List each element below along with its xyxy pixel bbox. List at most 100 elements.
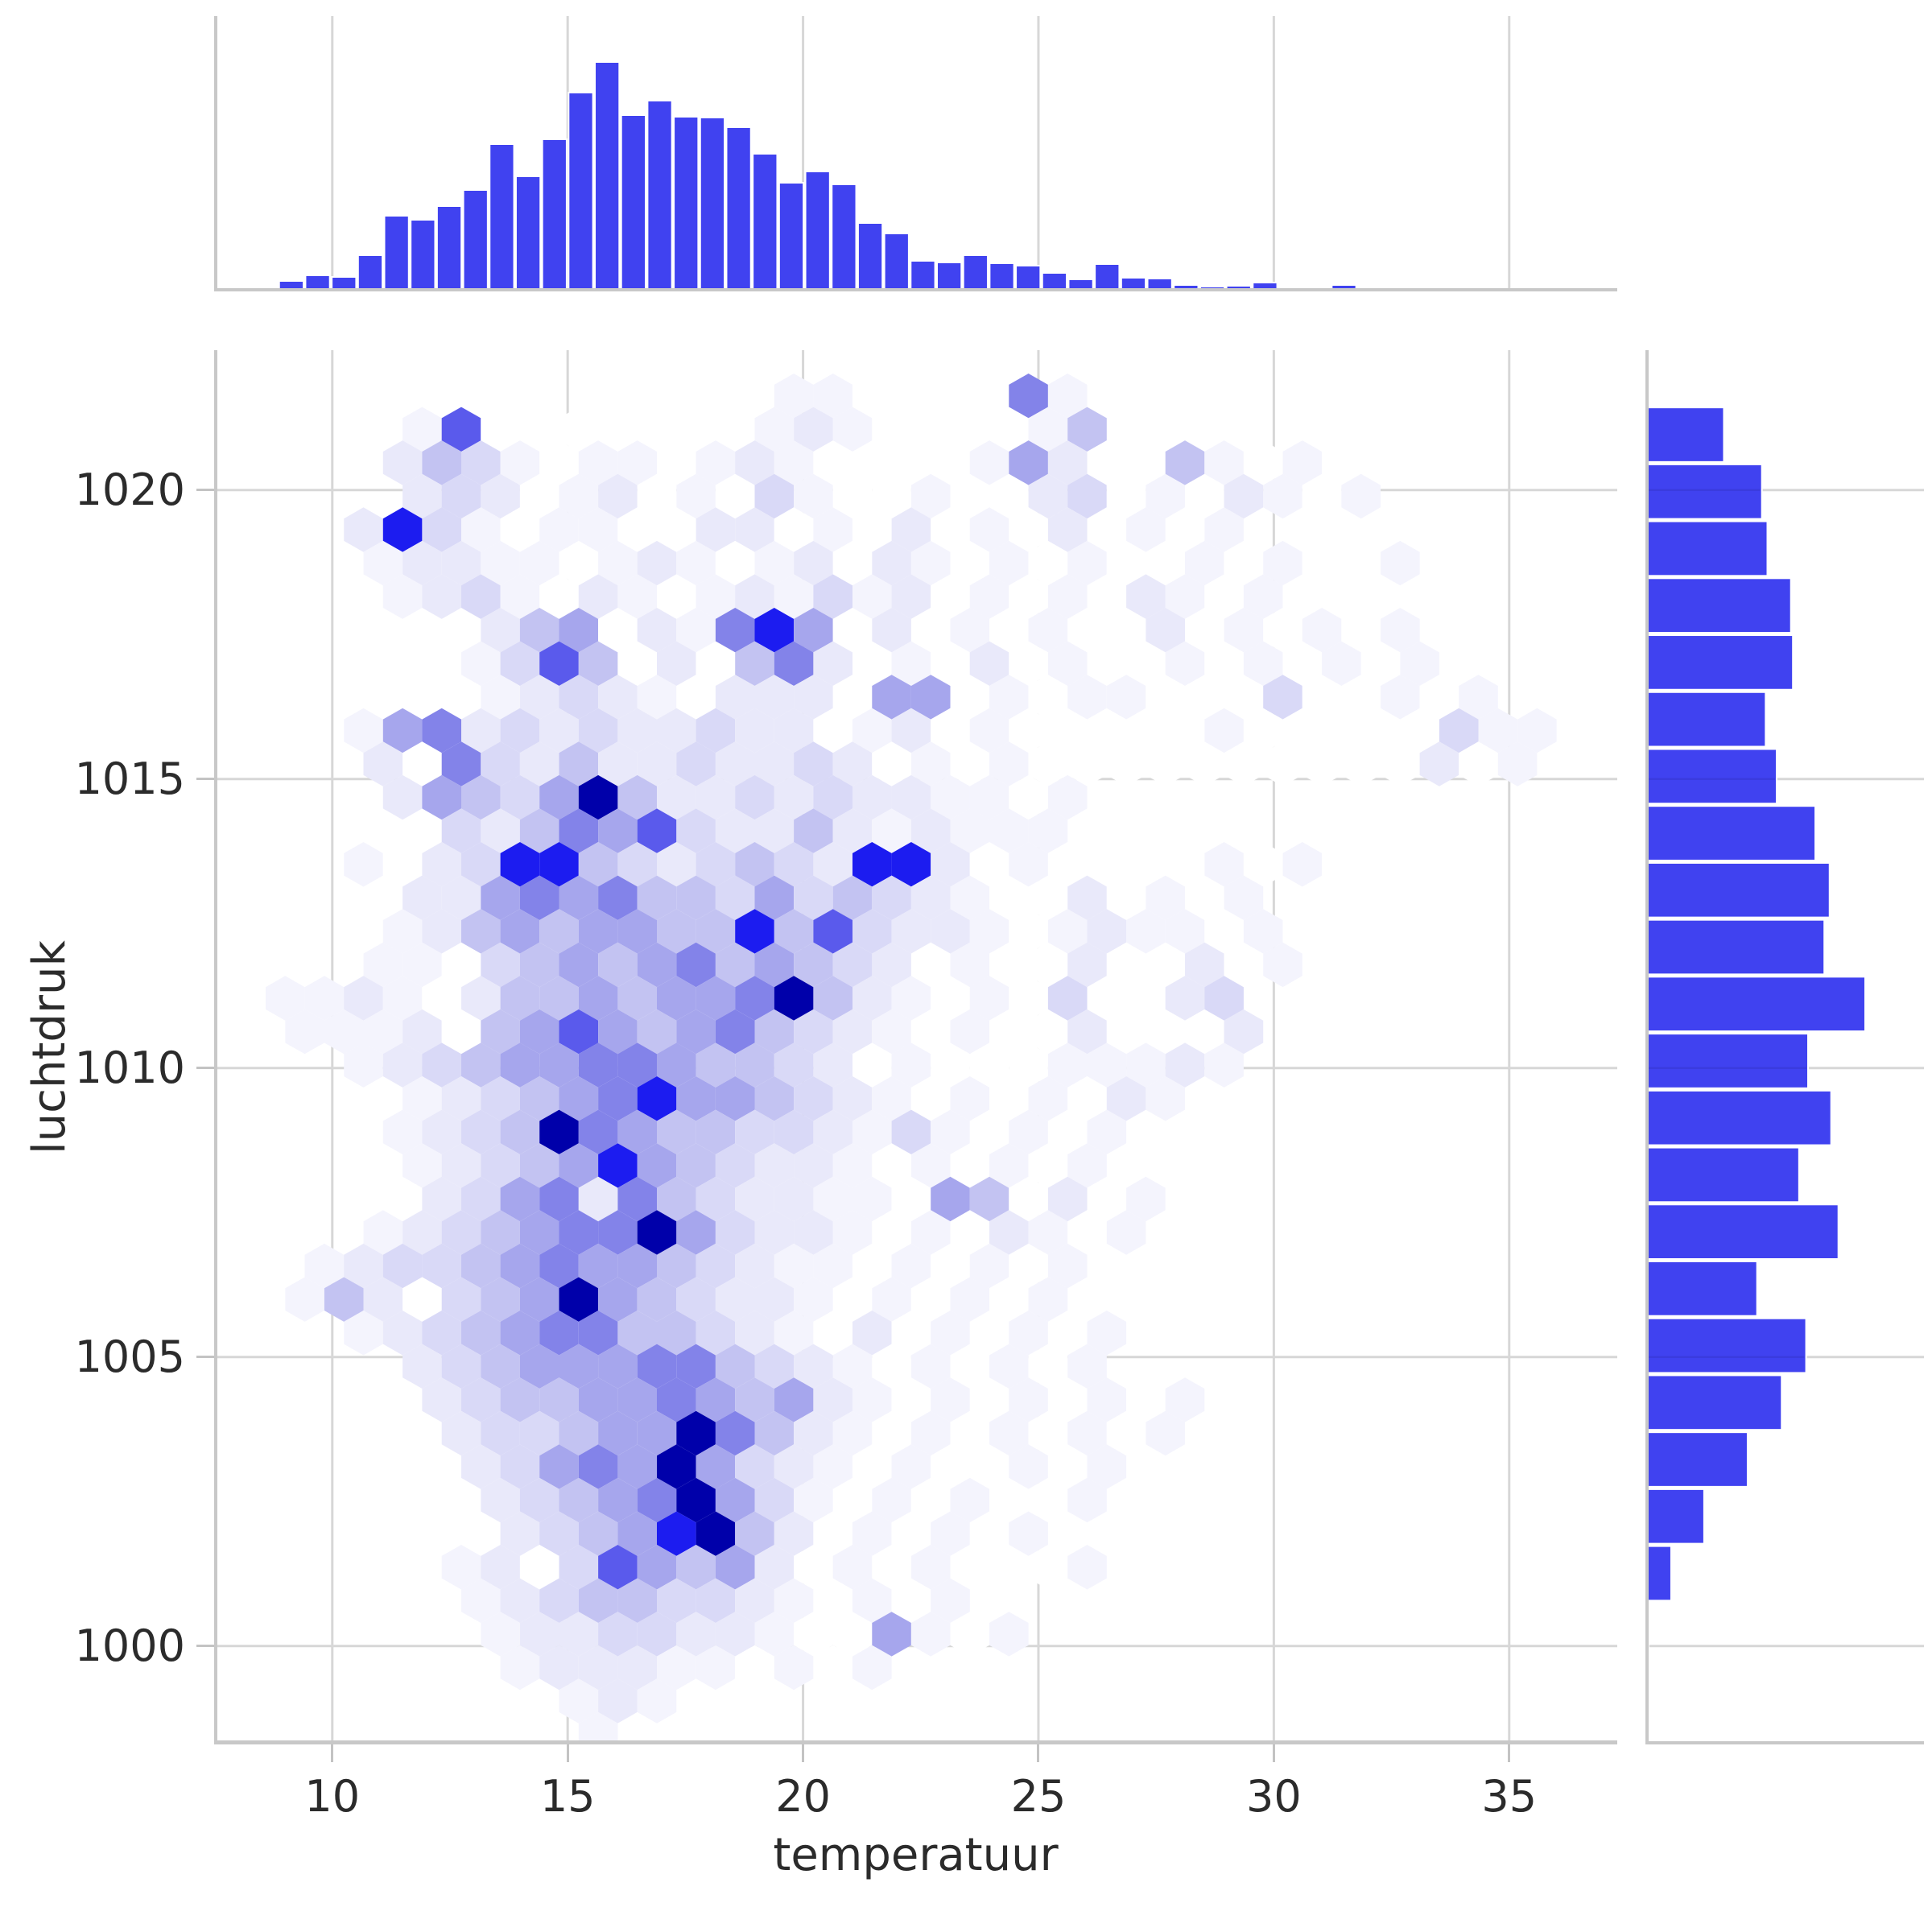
hex-cell [461, 774, 501, 820]
hex-cell [832, 942, 873, 988]
hex-cell [578, 1243, 618, 1289]
hex-cell [794, 741, 833, 786]
hex-cell [735, 641, 774, 686]
hex-cell [891, 440, 931, 485]
hex-cell [774, 440, 814, 485]
hex-cell [637, 407, 677, 452]
hex-cell [1419, 741, 1459, 786]
hex-cell [1497, 741, 1538, 786]
hex-cell [715, 407, 755, 452]
hex-cell [696, 708, 736, 753]
top-hist-bar [778, 182, 805, 291]
hex-cell [441, 741, 481, 786]
right-hist-bar [1645, 1089, 1832, 1146]
hex-cell [735, 1311, 774, 1356]
hex-cell [891, 507, 931, 552]
hex-cell [794, 608, 833, 653]
top-hist-bar [489, 143, 515, 291]
hex-cell [1067, 875, 1107, 920]
hex-cell [813, 1311, 852, 1356]
hex-cell [950, 1277, 990, 1322]
hex-cell [1028, 407, 1068, 452]
hex-cell [382, 1243, 423, 1289]
hex-cell [363, 942, 403, 988]
hex-cell [989, 1612, 1029, 1657]
right-hist-bar [1645, 577, 1792, 634]
hex-cell [285, 1009, 324, 1055]
top-hist-bar [462, 189, 489, 291]
hex-cell [754, 942, 795, 988]
hex-cell [794, 675, 833, 720]
hex-cell [598, 540, 638, 586]
hex-cell [696, 1243, 736, 1289]
hex-cell [931, 574, 970, 619]
hex-cell [1126, 1042, 1166, 1088]
hex-cell [754, 1477, 795, 1523]
hex-cell [676, 942, 716, 988]
hex-cell [696, 641, 736, 686]
hex-cell [794, 942, 833, 988]
hex-cell [950, 473, 990, 519]
hex-cell [676, 1009, 716, 1055]
hex-cell [735, 708, 774, 753]
hex-cell [910, 741, 951, 786]
hex-cell [1028, 808, 1068, 853]
hex-cell [735, 1176, 774, 1222]
hex-cell [1224, 1009, 1264, 1055]
tick-mark [1037, 1744, 1040, 1762]
hex-cell [891, 1578, 931, 1623]
top-hist-bar [383, 215, 410, 291]
hex-cell [715, 1009, 755, 1055]
hex-cell [519, 1344, 559, 1389]
hex-cell [891, 1511, 931, 1556]
hex-cell [715, 808, 755, 853]
hex-cell [832, 675, 873, 720]
hex-cell [578, 1511, 618, 1556]
hex-cell [715, 1277, 755, 1322]
hex-cell [794, 1009, 833, 1055]
hex-cell [598, 1344, 638, 1389]
hex-cell [1381, 540, 1420, 586]
hex-cell [1341, 741, 1381, 786]
hex-cell [657, 641, 696, 686]
hex-cell [1204, 574, 1244, 619]
right-hist-bar [1645, 1545, 1672, 1602]
hex-cell [872, 675, 911, 720]
hex-cell [950, 875, 990, 920]
hex-cell [519, 808, 559, 853]
hex-cell [1106, 875, 1146, 920]
hex-cell [657, 1511, 696, 1556]
hex-cell [852, 507, 892, 552]
hex-cell [559, 1545, 599, 1590]
hex-cell [910, 942, 951, 988]
hex-cell [657, 1176, 696, 1222]
hex-cell [481, 808, 520, 853]
hex-cell [774, 1042, 814, 1088]
hex-cell [1087, 976, 1127, 1021]
hex-cell [1047, 708, 1088, 753]
hex-cell [1263, 741, 1302, 786]
hex-cell [344, 1311, 383, 1356]
hex-cell [735, 1377, 774, 1422]
top-hist-bar [541, 138, 568, 291]
hex-cell [754, 407, 795, 452]
hex-cell [813, 1444, 852, 1489]
hex-cell [676, 1410, 716, 1456]
hex-cell [754, 1143, 795, 1188]
hex-cell [872, 875, 911, 920]
hex-cell [794, 1477, 833, 1523]
hex-cell [519, 675, 559, 720]
hex-cell [578, 1311, 618, 1356]
hex-cell [891, 976, 931, 1021]
top-hist-bar [752, 153, 778, 291]
hex-cell [598, 1076, 638, 1121]
hex-cell [539, 507, 579, 552]
hex-cell [910, 540, 951, 586]
hex-cell [910, 608, 951, 653]
hex-cell [402, 1277, 442, 1322]
hex-cell [1106, 675, 1146, 720]
hex-cell [1459, 741, 1498, 786]
hex-cell [500, 1578, 540, 1623]
hex-cell [696, 1377, 736, 1422]
hex-cell [1028, 675, 1068, 720]
